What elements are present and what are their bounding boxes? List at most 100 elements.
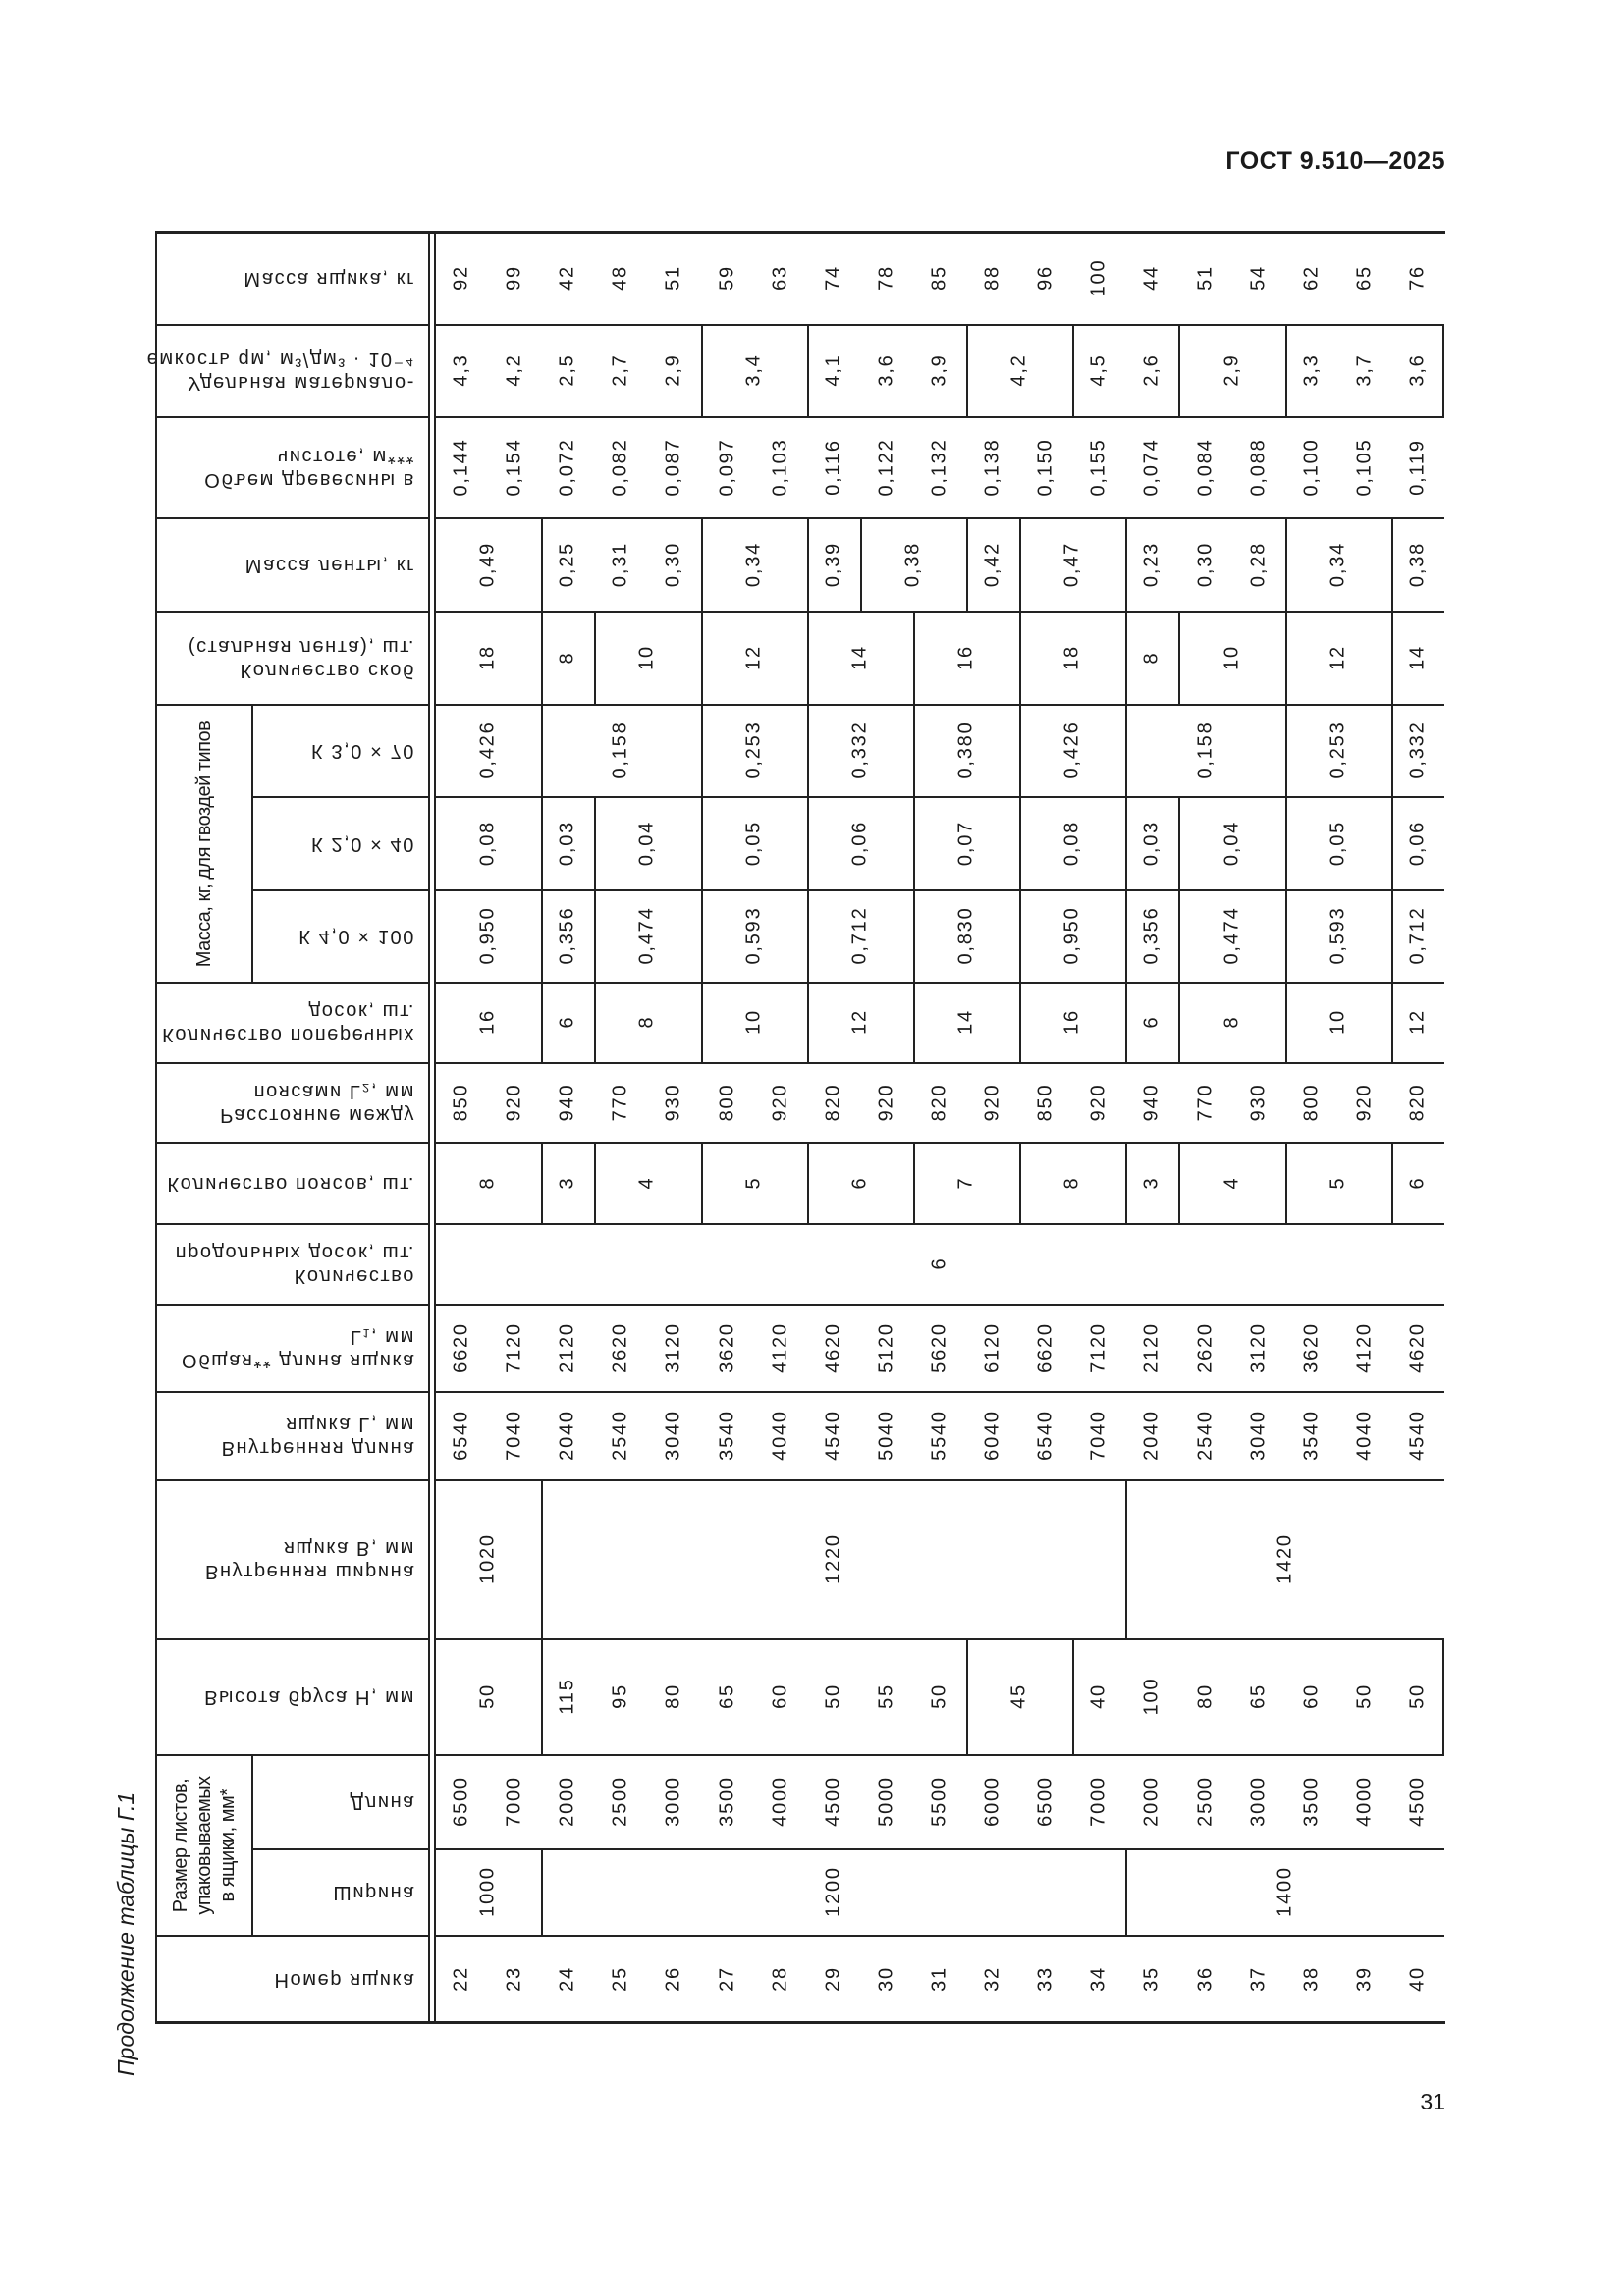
cell-value: 5000 bbox=[875, 1776, 897, 1827]
cell-value: 3540 bbox=[1300, 1410, 1323, 1461]
cell-value: 4 bbox=[635, 1176, 658, 1189]
header-line: Номер ящика bbox=[274, 1968, 416, 1991]
cell-value: 8 bbox=[635, 1015, 658, 1029]
cell-value: 3,9 bbox=[928, 353, 950, 387]
cell-group bbox=[594, 1142, 701, 1223]
cell-group bbox=[541, 1638, 967, 1754]
header-line: Масса ящика, кг bbox=[244, 268, 415, 290]
header-cell-staples: Количество скоб (стальная лента), шт. bbox=[155, 611, 429, 704]
cell-value: 4,1 bbox=[822, 353, 844, 387]
cell-group bbox=[1390, 982, 1444, 1062]
cell-value: 27 bbox=[716, 1965, 738, 1992]
header-line: Внутренняя ширина bbox=[205, 1561, 415, 1582]
cell-value: 7120 bbox=[503, 1321, 525, 1373]
cell-value: 940 bbox=[1140, 1083, 1163, 1121]
cell-group bbox=[912, 611, 1020, 704]
cell-group bbox=[912, 889, 1020, 982]
cell-value: 12 bbox=[742, 644, 765, 670]
cell-value: 920 bbox=[1087, 1083, 1110, 1121]
cell-group bbox=[435, 1223, 1444, 1304]
header-divider-line bbox=[428, 232, 430, 2022]
cell-value: 1400 bbox=[1273, 1866, 1296, 1917]
cell-group bbox=[1125, 889, 1179, 982]
header-cell-material_capacity: Удельная материало-емкость qм, м³/дм³ · … bbox=[147, 324, 429, 416]
cell-group bbox=[806, 324, 967, 416]
cell-group bbox=[594, 889, 701, 982]
cell-value: 0,356 bbox=[556, 906, 578, 965]
cell-value: 95 bbox=[609, 1683, 631, 1709]
header-cell-nail_k3: К 3,0 × 70 bbox=[251, 704, 429, 796]
cell-value: 35 bbox=[1140, 1965, 1163, 1992]
cell-value: 7000 bbox=[1087, 1776, 1110, 1827]
group-header-label: Размер листов, упаковываемых в ящики, мм… bbox=[170, 1776, 239, 1915]
cell-group bbox=[435, 1062, 1444, 1142]
cell-group bbox=[435, 517, 542, 611]
cell-value: 1200 bbox=[822, 1866, 844, 1917]
header-cell-total_length: Общая** длина ящика L₁, мм bbox=[155, 1304, 429, 1391]
cell-value: 6120 bbox=[981, 1321, 1003, 1373]
cell-value: 5620 bbox=[928, 1321, 950, 1373]
cell-group bbox=[1019, 704, 1126, 796]
cell-group bbox=[435, 1935, 1444, 2022]
cell-group bbox=[1284, 517, 1391, 611]
cell-value: 88 bbox=[981, 265, 1003, 291]
cell-value: 0,356 bbox=[1140, 906, 1163, 965]
cell-value: 54 bbox=[1247, 265, 1270, 291]
cell-value: 930 bbox=[662, 1083, 684, 1121]
header-label: К 3,0 × 70 bbox=[311, 739, 415, 763]
cell-value: 0,34 bbox=[742, 541, 765, 587]
cell-value: 0,253 bbox=[742, 721, 765, 779]
header-cell-nail_k2: К 2,0 × 40 bbox=[251, 796, 429, 889]
cell-group bbox=[1284, 704, 1391, 796]
cell-group bbox=[1125, 1142, 1179, 1223]
cell-group bbox=[1125, 796, 1179, 889]
header-line: Длина bbox=[350, 1791, 415, 1813]
header-cell-bar_height: Высота бруса H, мм bbox=[155, 1638, 429, 1754]
cell-group bbox=[700, 324, 807, 416]
group-header-nails_mass: Масса, кг, для гвоздей типов bbox=[155, 704, 251, 982]
cell-group bbox=[435, 611, 542, 704]
cell-value: 18 bbox=[1060, 644, 1083, 670]
cell-value: 28 bbox=[769, 1965, 791, 1992]
cell-value: 0,31 bbox=[609, 541, 631, 587]
cell-group bbox=[859, 517, 967, 611]
cell-value: 0,426 bbox=[476, 721, 499, 779]
cell-group bbox=[700, 796, 807, 889]
cell-value: 40 bbox=[1406, 1965, 1429, 1992]
cell-value: 0,08 bbox=[476, 820, 499, 866]
cell-value: 2120 bbox=[1140, 1321, 1163, 1373]
cell-value: 10 bbox=[1220, 644, 1243, 670]
cell-value: 0,088 bbox=[1247, 437, 1270, 497]
cell-value: 4000 bbox=[1353, 1776, 1376, 1827]
group-header-sheet_size: Размер листов, упаковываемых в ящики, мм… bbox=[155, 1754, 251, 1935]
header-label: Удельная материало-емкость qм, м³/дм³ · … bbox=[147, 347, 415, 395]
cell-group bbox=[541, 1848, 1126, 1935]
cell-group bbox=[1019, 1142, 1126, 1223]
cell-group bbox=[806, 611, 913, 704]
cell-value: 6 bbox=[556, 1015, 578, 1029]
header-label: Длина bbox=[350, 1790, 415, 1814]
cell-group bbox=[966, 324, 1073, 416]
cell-group bbox=[1019, 796, 1126, 889]
cell-value: 7120 bbox=[1087, 1321, 1110, 1373]
cell-value: 31 bbox=[928, 1965, 950, 1992]
cell-group bbox=[806, 517, 860, 611]
cell-value: 5 bbox=[742, 1176, 765, 1189]
cell-group bbox=[435, 324, 701, 416]
cell-value: 4120 bbox=[769, 1321, 791, 1373]
header-line: Высота бруса H, мм bbox=[204, 1686, 415, 1708]
cell-value: 2120 bbox=[556, 1321, 578, 1373]
cell-value: 0,593 bbox=[1326, 906, 1349, 965]
cell-group bbox=[1019, 889, 1126, 982]
cell-value: 50 bbox=[476, 1683, 499, 1709]
header-label: Количество поперечных досок, шт. bbox=[162, 999, 415, 1046]
header-line: чистоте, м*** bbox=[277, 445, 415, 467]
cell-value: 800 bbox=[716, 1083, 738, 1121]
header-cell-belts: Количество поясов, шт. bbox=[155, 1142, 429, 1223]
cell-value: 2040 bbox=[556, 1410, 578, 1461]
cell-group bbox=[541, 517, 701, 611]
cell-value: 0,06 bbox=[1406, 820, 1429, 866]
header-cell-tape_mass: Масса ленты, кг bbox=[155, 517, 429, 611]
cell-value: 65 bbox=[1247, 1683, 1270, 1709]
